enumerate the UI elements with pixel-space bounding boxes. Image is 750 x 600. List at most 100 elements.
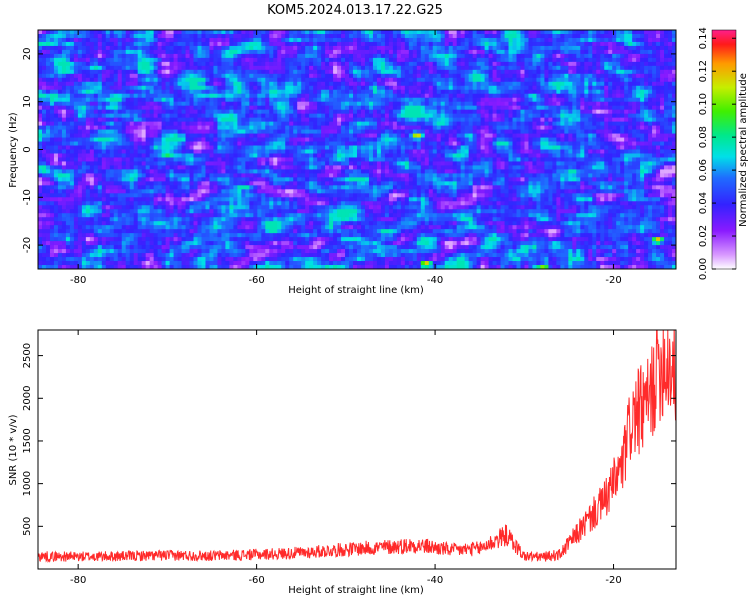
heatmap-cell <box>456 81 462 87</box>
heatmap-cell <box>209 113 214 119</box>
heatmap-cell <box>644 101 649 107</box>
heatmap-cell <box>360 141 366 146</box>
heatmap-cell <box>664 133 669 138</box>
heatmap-cell <box>181 125 186 130</box>
heatmap-cell <box>137 69 143 75</box>
heatmap-cell <box>321 117 326 123</box>
heatmap-cell <box>392 69 398 75</box>
heatmap-cell <box>221 69 226 75</box>
heatmap-cell <box>229 37 234 43</box>
heatmap-cell <box>137 117 143 123</box>
heatmap-cell <box>400 93 406 99</box>
heatmap-cell <box>672 93 676 99</box>
heatmap-cell <box>133 133 139 138</box>
heatmap-cell <box>508 61 513 67</box>
heatmap-cell <box>540 105 545 111</box>
heatmap-cell <box>249 133 254 138</box>
heatmap-cell <box>436 73 442 79</box>
heatmap-cell <box>456 149 462 154</box>
heatmap-cell <box>548 81 553 87</box>
heatmap-cell <box>69 133 75 138</box>
heatmap-cell <box>225 45 230 51</box>
heatmap-cell <box>225 33 230 39</box>
heatmap-cell <box>141 149 147 154</box>
heatmap-cell <box>77 81 83 87</box>
heatmap-cell <box>281 113 286 119</box>
heatmap-cell <box>608 85 613 91</box>
heatmap-cell <box>596 125 601 130</box>
heatmap-cell <box>496 93 501 99</box>
heatmap-cell <box>440 149 446 154</box>
heatmap-cell <box>412 101 418 107</box>
heatmap-cell <box>69 113 75 119</box>
heatmap-cell <box>69 109 75 115</box>
heatmap-cell <box>568 97 573 103</box>
heatmap-cell <box>245 81 250 87</box>
heatmap-cell <box>273 49 278 55</box>
heatmap-cell <box>261 101 266 107</box>
heatmap-cell <box>129 69 135 75</box>
heatmap-cell <box>185 81 190 87</box>
heatmap-cell <box>608 149 613 154</box>
heatmap-cell <box>245 97 250 103</box>
heatmap-cell <box>528 57 533 63</box>
heatmap-cell <box>245 73 250 79</box>
heatmap-cell <box>121 57 127 63</box>
heatmap-cell <box>516 141 521 146</box>
heatmap-cell <box>121 137 127 142</box>
heatmap-cell <box>388 129 394 134</box>
heatmap-cell <box>508 53 513 59</box>
heatmap-cell <box>85 113 91 119</box>
heatmap-cell <box>85 109 91 115</box>
heatmap-cell <box>121 145 127 150</box>
heatmap-cell <box>349 101 354 107</box>
heatmap-cell <box>568 57 573 63</box>
heatmap-cell <box>516 137 521 142</box>
heatmap-cell <box>349 77 354 83</box>
heatmap-cell <box>452 133 458 138</box>
heatmap-cell <box>101 101 107 107</box>
heatmap-cell <box>660 45 665 51</box>
heatmap-cell <box>309 77 314 83</box>
heatmap-cell <box>329 77 334 83</box>
heatmap-cell <box>209 45 214 51</box>
heatmap-cell <box>117 30 123 35</box>
heatmap-cell <box>368 121 374 126</box>
heatmap-cell <box>644 37 649 43</box>
heatmap-cell <box>528 49 533 55</box>
heatmap-cell <box>540 45 545 51</box>
heatmap-cell <box>49 57 55 63</box>
heatmap-cell <box>484 61 489 67</box>
heatmap-cell <box>73 93 79 99</box>
heatmap-cell <box>508 129 513 134</box>
heatmap-cell <box>129 141 135 146</box>
heatmap-cell <box>476 61 482 67</box>
heatmap-cell <box>45 113 51 119</box>
heatmap-cell <box>400 141 406 146</box>
heatmap-cell <box>281 61 286 67</box>
heatmap-cell <box>181 97 186 103</box>
heatmap-cell <box>600 77 605 83</box>
heatmap-cell <box>201 49 206 55</box>
heatmap-cell <box>101 57 107 63</box>
heatmap-cell <box>488 77 493 83</box>
heatmap-cell <box>628 85 633 91</box>
heatmap-cell <box>376 125 382 130</box>
heatmap-cell <box>440 89 446 95</box>
heatmap-cell <box>305 141 310 146</box>
heatmap-cell <box>301 65 306 71</box>
heatmap-cell <box>165 89 170 95</box>
heatmap-cell <box>656 69 661 75</box>
heatmap-cell <box>524 61 529 67</box>
heatmap-cell <box>484 81 489 87</box>
heatmap-cell <box>484 41 489 47</box>
heatmap-cell <box>440 45 446 51</box>
heatmap-cell <box>452 105 458 111</box>
heatmap-cell <box>640 85 645 91</box>
heatmap-cell <box>548 37 553 43</box>
heatmap-cell <box>572 101 577 107</box>
heatmap-cell <box>45 109 51 115</box>
heatmap-cell <box>321 53 326 59</box>
heatmap-cell <box>632 137 637 142</box>
heatmap-cell <box>664 93 669 99</box>
